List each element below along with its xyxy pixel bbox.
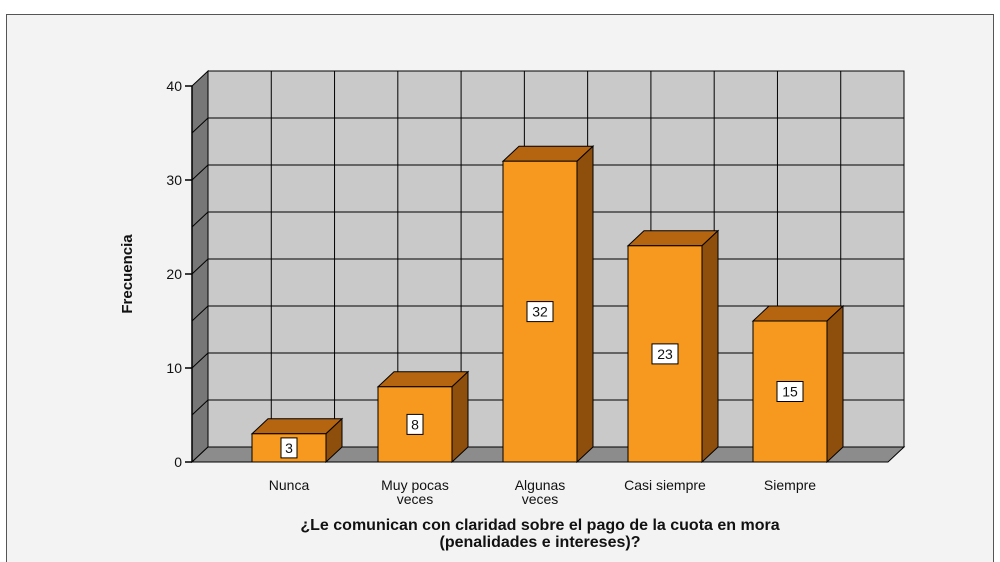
side-grid-line	[191, 258, 209, 275]
bar-side	[826, 304, 844, 464]
data-label: 23	[651, 343, 679, 365]
data-label-box	[651, 343, 679, 365]
side-grid-line	[191, 399, 209, 416]
x-tick-label-line: veces	[522, 491, 559, 507]
x-axis-label-line: ¿Le comunican con claridad sobre el pago…	[300, 517, 779, 534]
side-grid-line	[191, 211, 209, 228]
bar-side	[451, 370, 469, 464]
y-axis-label: Frecuencia	[119, 234, 136, 314]
data-label-text: 23	[657, 346, 673, 362]
y-axis: 0 10 20 30 40	[166, 78, 193, 470]
x-tick-label: Siempre	[764, 477, 816, 493]
x-tick-label: Casi siempre	[624, 477, 706, 493]
y-tick-label: 10	[166, 360, 182, 376]
bar	[376, 370, 470, 464]
data-label-text: 3	[285, 440, 293, 456]
x-axis-label-line: (penalidades e intereses)?	[440, 534, 641, 551]
x-tick-label: Muy pocas veces	[381, 477, 449, 507]
x-axis-label: ¿Le comunican con claridad sobre el pago…	[300, 517, 779, 551]
x-tick-label-line: Muy pocas	[381, 477, 449, 493]
data-label: 8	[406, 413, 424, 435]
data-label-box	[776, 381, 804, 402]
bar-side	[576, 145, 594, 464]
y-tick-label: 0	[174, 454, 182, 470]
data-label: 3	[280, 437, 298, 459]
y-tick-label: 40	[166, 78, 182, 94]
y-tick-label: 30	[166, 172, 182, 188]
bar-side	[701, 229, 719, 464]
data-label: 15	[776, 381, 804, 402]
x-tick-label-line: Casi siempre	[624, 477, 706, 493]
data-label-box	[526, 301, 554, 323]
data-labels: 3 8 32 23 15	[280, 301, 804, 459]
x-tick-label-line: Nunca	[269, 477, 310, 493]
y-tick-label: 20	[166, 266, 182, 282]
side-grid-line	[191, 117, 209, 134]
data-label-text: 32	[532, 304, 548, 320]
x-tick-label-line: Siempre	[764, 477, 816, 493]
side-grid-line	[191, 164, 209, 181]
x-tick-label-line: Algunas	[515, 477, 566, 493]
x-tick-label: Nunca	[269, 477, 310, 493]
x-tick-label: Algunas veces	[515, 477, 566, 507]
x-tick-label-line: veces	[397, 491, 434, 507]
data-label-text: 15	[782, 384, 798, 400]
data-label-box	[280, 437, 298, 459]
data-label-box	[406, 413, 424, 435]
side-grid-line	[191, 305, 209, 322]
data-label: 32	[526, 301, 554, 323]
side-grid-line	[191, 352, 209, 369]
data-label-text: 8	[411, 416, 419, 432]
